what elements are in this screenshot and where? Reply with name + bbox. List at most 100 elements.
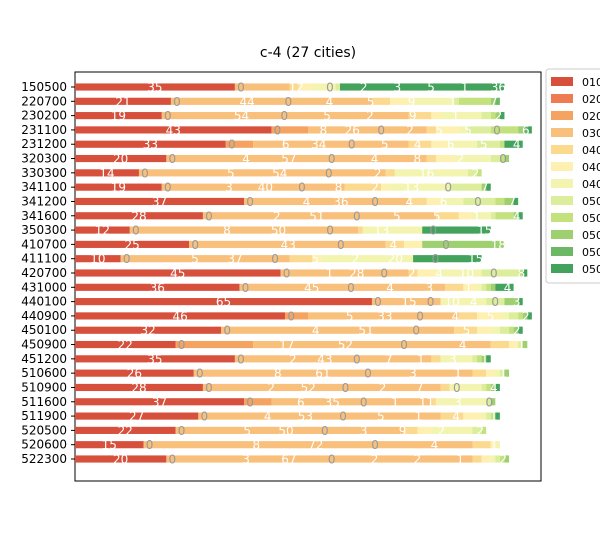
bar-value-label: 0	[173, 95, 181, 109]
bar-value-label: 7	[416, 381, 424, 395]
bar-value-label: 13	[374, 224, 389, 238]
bar-segment	[385, 240, 404, 248]
legend-label: 020	[582, 110, 600, 123]
bar-segment	[440, 412, 464, 420]
bar-segment	[198, 412, 441, 420]
legend-label: 040	[582, 144, 600, 157]
bar-segment	[504, 197, 514, 206]
bar-value-label: 0	[380, 267, 388, 281]
bar-segment	[495, 369, 500, 377]
bar-value-label: 1	[417, 352, 425, 366]
bar-segment	[486, 283, 491, 291]
bar-value-label: 10	[444, 295, 459, 309]
bar-segment	[481, 112, 491, 120]
bar-value-label: 8	[274, 367, 282, 381]
bar-value-label: 19	[111, 109, 126, 123]
bar-value-label: 28	[349, 267, 364, 281]
bar-segment	[138, 169, 386, 177]
bar-segment	[477, 283, 482, 291]
bar-value-label: 50	[278, 424, 293, 438]
bar-segment	[499, 326, 510, 334]
bar-value-label: 45	[304, 281, 319, 295]
bar-value-label: 5	[487, 309, 495, 323]
bar-value-label: 0	[223, 324, 231, 338]
bar-segment	[490, 398, 496, 406]
bar-value-label: 2	[360, 81, 368, 95]
bar-segment	[477, 140, 500, 148]
bar-segment	[202, 383, 441, 392]
bar-value-label: 33	[143, 138, 158, 152]
bar-segment	[472, 441, 491, 449]
bar-segment	[490, 383, 496, 392]
bar-value-label: 11	[419, 395, 434, 409]
y-tick-label: 330300	[21, 166, 67, 180]
legend-swatch	[551, 196, 573, 205]
bar-value-label: 5	[367, 95, 375, 109]
bar-value-label: 9	[409, 109, 417, 123]
y-tick-label: 451200	[21, 352, 67, 366]
bar-segment	[481, 283, 487, 291]
y-tick-label: 350300	[21, 223, 67, 237]
bar-segment	[481, 269, 519, 277]
bar-segment	[486, 412, 491, 420]
bar-value-label: 35	[147, 352, 162, 366]
legend-swatch	[551, 264, 573, 273]
bar-value-label: 15	[401, 295, 416, 309]
bar-segment	[472, 455, 482, 463]
bar-segment	[175, 340, 254, 349]
y-tick-label: 511900	[21, 409, 67, 423]
bar-value-label: 2	[499, 453, 507, 467]
bar-segment	[504, 154, 510, 163]
bar-value-label: 0	[339, 410, 347, 424]
bar-segment	[440, 298, 487, 306]
bar-value-label: 4	[326, 95, 334, 109]
bar-segment	[440, 197, 464, 206]
bar-value-label: 0	[191, 238, 199, 252]
bar-value-label: 33	[377, 309, 392, 323]
bar-value-label: 43	[166, 123, 181, 137]
bar-value-label: 5	[480, 138, 488, 152]
bar-segment	[518, 340, 523, 349]
bar-segment	[490, 340, 510, 349]
bar-segment	[271, 398, 432, 406]
bar-segment	[239, 283, 446, 291]
bar-value-label: 0	[246, 195, 254, 209]
bar-segment	[422, 226, 491, 234]
bar-segment	[495, 283, 514, 291]
y-tick-label: 520500	[21, 423, 67, 437]
legend-label: 050	[582, 195, 600, 208]
bar-value-label: 7	[481, 181, 489, 195]
bar-segment	[486, 383, 491, 392]
bar-value-label: 2	[351, 252, 359, 266]
legend-swatch	[551, 111, 573, 120]
legend-label: 040	[582, 178, 600, 191]
bar-value-label: 0	[169, 152, 177, 166]
bar-value-label: 2	[513, 324, 521, 338]
bar-segment	[75, 455, 167, 463]
bar-value-label: 2	[267, 381, 275, 395]
bar-value-label: 3	[225, 181, 233, 195]
legend-label: 050	[582, 263, 600, 276]
bar-segment	[499, 140, 505, 148]
bar-segment	[394, 169, 468, 177]
bar-value-label: 15	[468, 252, 483, 266]
bar-segment	[477, 169, 482, 177]
bar-value-label: 0	[499, 152, 507, 166]
y-tick-label: 341100	[21, 180, 67, 194]
bar-segment	[458, 97, 491, 105]
legend-swatch	[551, 162, 573, 171]
bar-segment	[408, 140, 432, 148]
legend-frame	[545, 68, 600, 284]
bar-segment	[75, 412, 199, 420]
bar-segment	[490, 455, 496, 463]
y-tick-label: 440100	[21, 295, 67, 309]
bar-segment	[280, 269, 409, 277]
bar-segment	[440, 355, 473, 363]
bar-segment	[75, 154, 167, 163]
bar-segment	[509, 340, 519, 349]
bar-segment	[75, 255, 121, 263]
bar-segment	[431, 140, 450, 148]
bar-value-label: 2	[406, 123, 414, 137]
bar-value-label: 0	[169, 453, 177, 467]
